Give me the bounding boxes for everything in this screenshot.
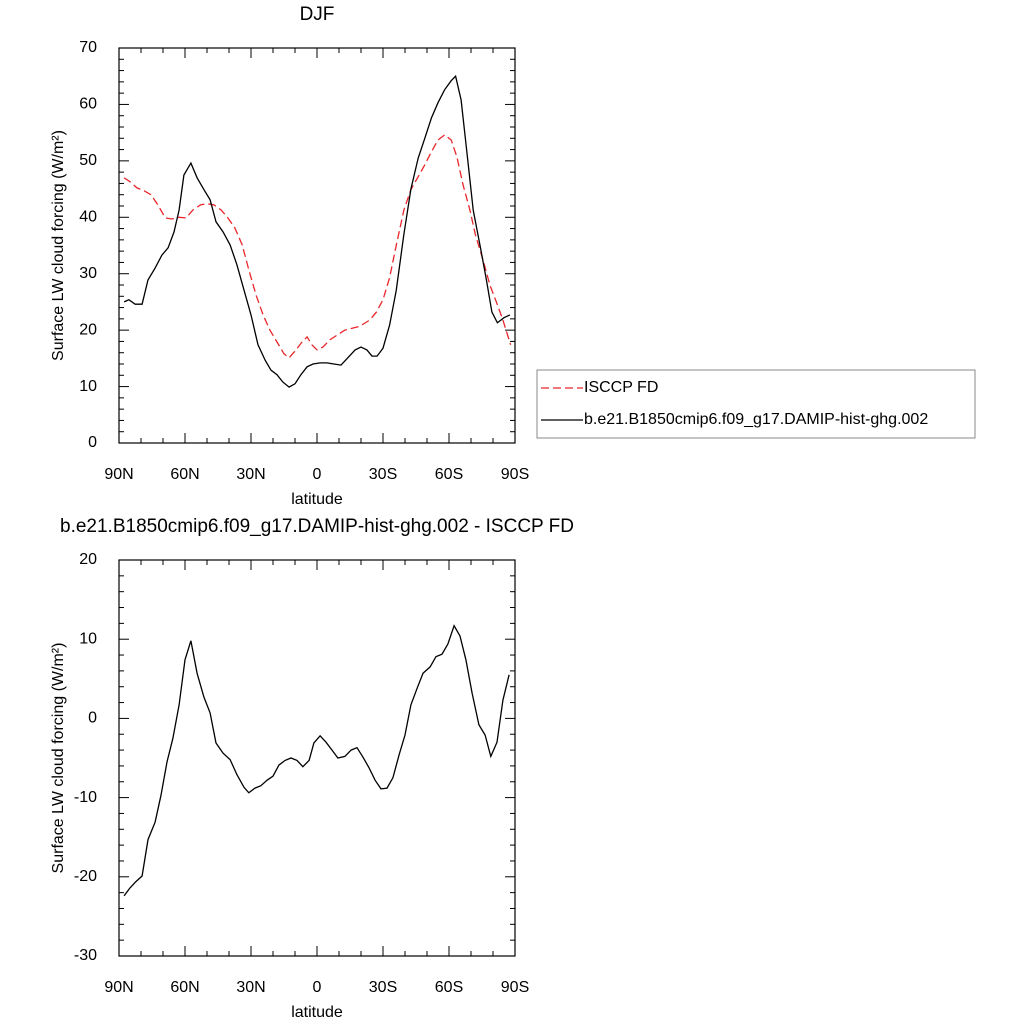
x-tick-label: 90S <box>501 979 529 996</box>
chart-title: b.e21.B1850cmip6.f09_g17.DAMIP-hist-ghg.… <box>60 516 574 537</box>
x-axis-label: latitude <box>291 491 343 508</box>
y-tick-label: -10 <box>74 789 97 806</box>
x-tick-label: 0 <box>313 466 322 483</box>
x-axis-label: latitude <box>291 1004 343 1021</box>
y-tick-label: 0 <box>88 434 97 451</box>
y-tick-label: 10 <box>79 630 97 647</box>
x-tick-label: 90N <box>104 466 133 483</box>
y-tick-label: 60 <box>79 96 97 113</box>
x-tick-label: 30N <box>236 979 265 996</box>
series-line <box>123 624 510 897</box>
y-tick-label: 50 <box>79 152 97 169</box>
legend-frame <box>536 369 976 439</box>
y-tick-label: 30 <box>79 265 97 282</box>
y-tick-label: 40 <box>79 209 97 226</box>
legend-label: ISCCP FD <box>584 379 658 396</box>
y-tick-label: 20 <box>79 551 97 568</box>
x-tick-label: 30S <box>369 466 397 483</box>
x-tick-label: 30S <box>369 979 397 996</box>
x-tick-label: 0 <box>313 979 322 996</box>
y-tick-label: 0 <box>88 710 97 727</box>
plot-frame <box>118 559 516 957</box>
x-tick-label: 60N <box>170 466 199 483</box>
y-tick-label: -20 <box>74 868 97 885</box>
x-tick-label: 90S <box>501 466 529 483</box>
y-axis-label: Surface LW cloud forcing (W/m²) <box>50 643 67 874</box>
y-tick-label: 10 <box>79 378 97 395</box>
series-line <box>123 134 512 359</box>
y-tick-label: -30 <box>74 947 97 964</box>
y-axis-label: Surface LW cloud forcing (W/m²) <box>50 130 67 361</box>
x-tick-label: 90N <box>104 979 133 996</box>
y-tick-label: 70 <box>79 39 97 56</box>
chart-title: DJF <box>300 4 335 25</box>
x-tick-label: 60S <box>435 466 463 483</box>
legend-label: b.e21.B1850cmip6.f09_g17.DAMIP-hist-ghg.… <box>584 411 928 428</box>
x-tick-label: 60S <box>435 979 463 996</box>
x-tick-label: 60N <box>170 979 199 996</box>
y-tick-label: 20 <box>79 321 97 338</box>
x-tick-label: 30N <box>236 466 265 483</box>
plot-frame <box>118 47 516 444</box>
series-line <box>123 74 511 388</box>
legend: ISCCP FD b.e21.B1850cmip6.f09_g17.DAMIP-h… <box>536 369 976 439</box>
